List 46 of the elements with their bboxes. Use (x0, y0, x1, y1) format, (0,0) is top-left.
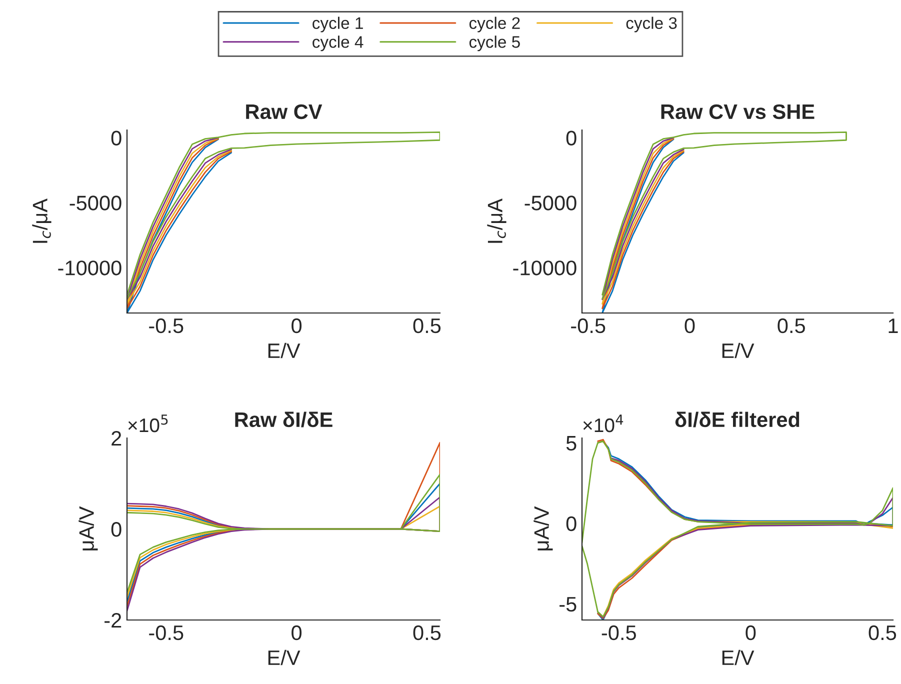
x-tick-label: -0.5 (149, 625, 184, 640)
y-tick-label: -10000 (513, 260, 576, 276)
y-tick-label: 0 (111, 522, 122, 537)
y-tick-label: -2 (104, 613, 122, 628)
x-tick-label: 0 (292, 318, 302, 334)
y-axis-title: I$_{c}$/μA (32, 198, 52, 243)
y-tick-label: -5000 (524, 196, 576, 210)
legend-label: cycle 3 (626, 16, 677, 32)
x-tick-label: 0 (746, 625, 756, 640)
y-tick-label: -5 (560, 597, 576, 612)
x-tick-label: 0.5 (778, 318, 805, 334)
y-tick-label: 0 (111, 130, 122, 146)
legend-label: cycle 5 (469, 36, 520, 52)
x-tick-label: -0.5 (571, 318, 606, 334)
x-tick-label: 0 (292, 625, 302, 640)
line-series (127, 132, 440, 300)
chart-title: δI/δE filtered (675, 412, 800, 428)
y-tick-label: 0 (566, 130, 576, 146)
chart-title: Raw CV vs SHE (661, 104, 814, 120)
text: ×10$^{5}$ (128, 414, 168, 432)
y-tick-label: 2 (112, 431, 122, 446)
x-tick-label: 0.5 (413, 625, 441, 640)
y-tick-label: 5 (566, 436, 576, 451)
y-tick-label: -10000 (58, 260, 122, 276)
x-axis-title: E/V (268, 650, 300, 666)
x-axis-title: E/V (722, 650, 754, 666)
x-axis-title: E/V (722, 342, 754, 358)
legend-label: cycle 4 (312, 36, 364, 52)
chart-title: Raw δI/δE (235, 412, 332, 428)
x-tick-label: -0.5 (149, 318, 184, 334)
legend-label: cycle 1 (312, 16, 363, 32)
x-tick-label: 0.5 (413, 318, 441, 334)
y-axis-title: μA/V (78, 506, 98, 550)
text: ×10$^{4}$ (583, 414, 624, 432)
x-tick-label: 0 (684, 318, 695, 334)
chart-title: Raw CV (246, 104, 322, 120)
legend-label: cycle 2 (469, 16, 520, 32)
x-tick-label: 0.5 (868, 625, 896, 640)
x-tick-label: 1 (888, 318, 898, 333)
y-axis-title: I$_{c}$/μA (487, 198, 506, 243)
y-axis-title: μA/V (534, 506, 553, 550)
x-axis-title: E/V (268, 342, 300, 358)
y-tick-label: 0 (566, 516, 576, 532)
line-series (602, 132, 847, 300)
y-tick-label: -5000 (70, 196, 122, 210)
x-tick-label: -0.5 (602, 625, 636, 640)
